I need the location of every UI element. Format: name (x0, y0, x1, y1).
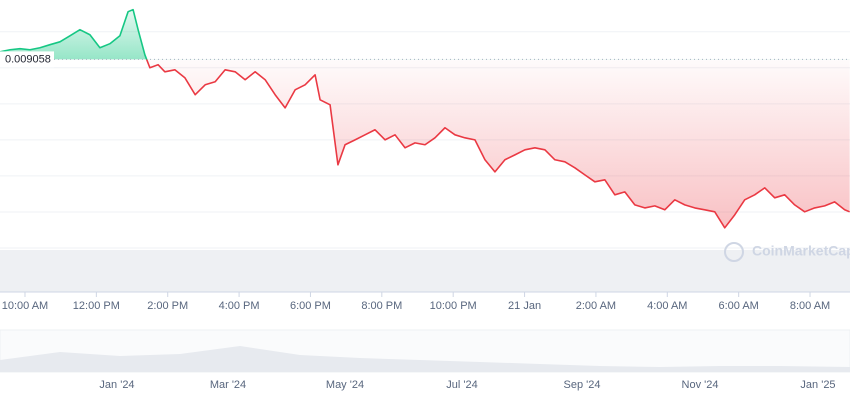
x-tick-label: 10:00 AM (2, 300, 48, 312)
x-tick-label: 4:00 AM (647, 300, 687, 312)
watermark: CoinMarketCap (752, 243, 850, 259)
x-tick-label: 21 Jan (508, 300, 541, 312)
x-tick-label: 12:00 PM (73, 300, 120, 312)
navigator-label: May '24 (326, 379, 364, 391)
navigator-area (0, 346, 850, 372)
navigator-label: Nov '24 (682, 379, 719, 391)
price-area (0, 9, 850, 228)
baseline-label-bg (0, 51, 54, 68)
x-tick-label: 8:00 PM (361, 300, 402, 312)
navigator-label: Jul '24 (446, 379, 477, 391)
watermark-logo (724, 242, 744, 262)
x-tick-label: 6:00 PM (290, 300, 331, 312)
x-tick-label: 4:00 PM (219, 300, 260, 312)
navigator-label: Jan '25 (800, 379, 835, 391)
price-line (0, 8, 850, 229)
baseline-label: 0.009058 (5, 53, 51, 65)
volume-band (0, 250, 850, 292)
navigator-label: Sep '24 (564, 379, 601, 391)
x-tick-label: 10:00 PM (430, 300, 477, 312)
x-tick-label: 6:00 AM (718, 300, 758, 312)
x-tick-label: 2:00 PM (147, 300, 188, 312)
navigator-label: Jan '24 (99, 379, 134, 391)
navigator-label: Mar '24 (210, 379, 246, 391)
x-tick-label: 2:00 AM (576, 300, 616, 312)
x-tick-label: 8:00 AM (790, 300, 830, 312)
